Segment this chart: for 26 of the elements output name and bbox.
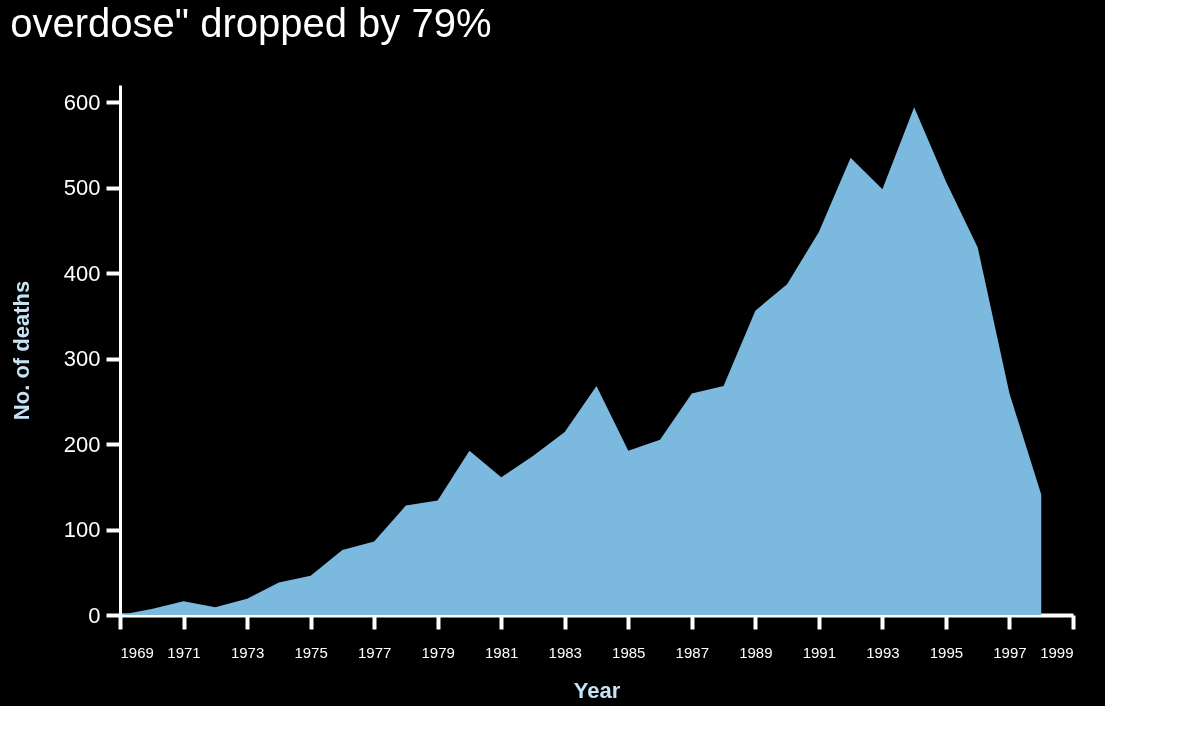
x-tick-label: 1975 xyxy=(294,643,328,661)
x-tick-label: 1969 xyxy=(120,643,154,661)
x-tick-label: 1997 xyxy=(993,643,1027,661)
x-tick-label: 1981 xyxy=(485,643,519,661)
x-tick-label: 1999 xyxy=(1040,643,1074,661)
y-tick-label: 400 xyxy=(63,260,101,286)
x-tick-label: 1993 xyxy=(866,643,900,661)
y-tick-label: 600 xyxy=(63,89,101,115)
x-tick-label: 1973 xyxy=(230,643,265,661)
y-tick-label: 300 xyxy=(63,346,101,372)
x-tick-label: 1987 xyxy=(675,643,709,661)
y-axis-title: No. of deaths xyxy=(8,280,34,421)
x-tick-label: 1971 xyxy=(167,643,201,661)
y-tick-label: 500 xyxy=(63,175,101,201)
chart-title: overdose" dropped by 79% xyxy=(10,1,492,45)
x-tick-label: 1983 xyxy=(548,643,582,661)
x-axis-title: Year xyxy=(573,677,621,703)
x-tick-label: 1977 xyxy=(357,643,392,661)
x-tick-label: 1991 xyxy=(802,643,837,661)
x-tick-label: 1985 xyxy=(612,643,646,661)
x-tick-label: 1995 xyxy=(929,643,964,661)
x-tick-label: 1979 xyxy=(421,643,455,661)
x-tick-label: 1989 xyxy=(739,643,773,661)
y-tick-label: 200 xyxy=(63,431,101,457)
y-tick-label: 100 xyxy=(63,517,101,543)
y-tick-label: 0 xyxy=(88,602,101,628)
